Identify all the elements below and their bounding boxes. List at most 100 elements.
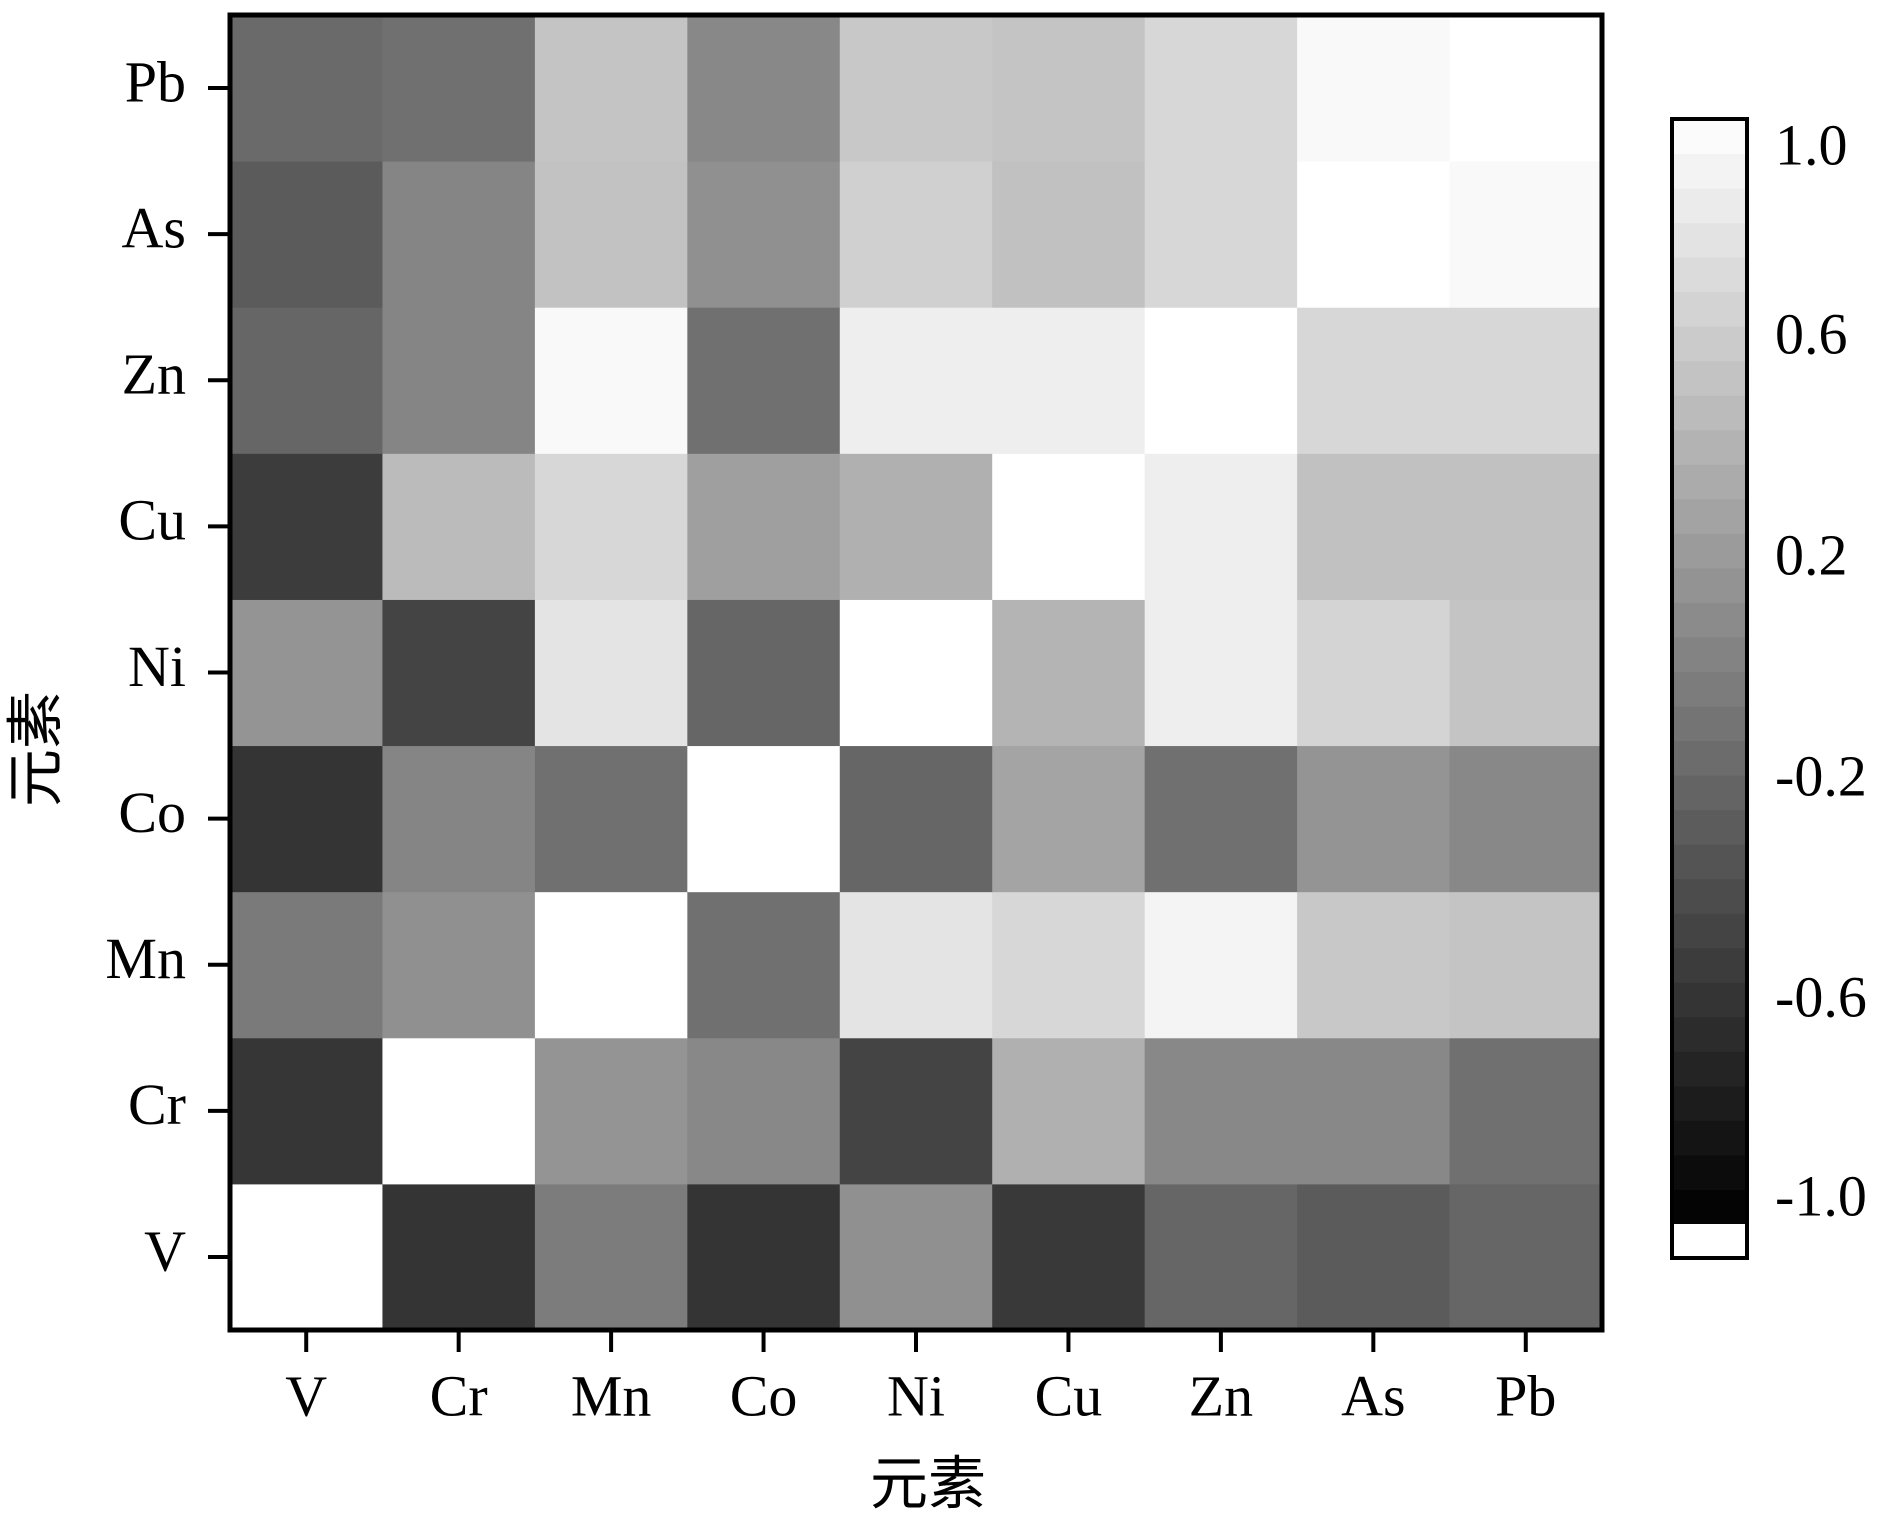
colorbar-extra-cell [1672, 1224, 1747, 1258]
heatmap-cell [992, 15, 1146, 162]
colorbar-tick-label: -1.0 [1775, 1163, 1867, 1228]
heatmap-cell [534, 599, 688, 747]
heatmap-cell [1297, 161, 1451, 308]
x-tick-label: V [285, 1363, 327, 1428]
heatmap-cell [839, 891, 993, 1039]
colorbar-step [1672, 533, 1747, 569]
colorbar-step [1672, 222, 1747, 258]
heatmap-cell [1144, 15, 1298, 162]
heatmap-cell [1297, 1183, 1451, 1331]
heatmap-cell [992, 1183, 1146, 1331]
heatmap-cell [1449, 15, 1603, 162]
colorbar-step [1672, 1051, 1747, 1087]
heatmap-cell [1297, 745, 1451, 893]
x-tick-label: As [1341, 1363, 1405, 1428]
colorbar-step [1672, 291, 1747, 327]
heatmap-cell [992, 453, 1146, 600]
colorbar-step [1672, 602, 1747, 638]
x-tick-label: Ni [887, 1363, 945, 1428]
heatmap-cell [992, 745, 1146, 893]
y-axis-label: 元素 [3, 691, 68, 807]
colorbar-step [1672, 153, 1747, 189]
heatmap-cell [839, 453, 993, 600]
heatmap-cell [687, 891, 841, 1039]
heatmap-cell [1297, 891, 1451, 1039]
colorbar-step [1672, 464, 1747, 500]
heatmap-cell [1297, 1037, 1451, 1185]
colorbar-tick-label: -0.2 [1775, 743, 1867, 808]
y-tick-label: Mn [105, 926, 186, 991]
y-tick-label: Ni [128, 634, 186, 699]
y-tick-label: Zn [122, 342, 186, 407]
colorbar-step [1672, 844, 1747, 880]
colorbar-step [1672, 326, 1747, 362]
colorbar-step [1672, 119, 1747, 155]
heatmap-cell [1144, 891, 1298, 1039]
heatmap-cell [1297, 599, 1451, 747]
heatmap-cell [230, 307, 383, 454]
x-tick-label: Pb [1495, 1363, 1556, 1428]
heatmap-cell [382, 745, 536, 893]
heatmap-cell [534, 161, 688, 308]
heatmap-cell [1449, 307, 1603, 454]
colorbar-step [1672, 498, 1747, 534]
heatmap-cell [839, 15, 993, 162]
heatmap-cell [534, 1037, 688, 1185]
heatmap-cell [687, 745, 841, 893]
heatmap-cell [687, 161, 841, 308]
colorbar-tick-label: 1.0 [1775, 112, 1848, 177]
colorbar-step [1672, 982, 1747, 1018]
heatmap-cell [382, 15, 536, 162]
colorbar-frame [1670, 117, 1749, 1260]
heatmap-cell [992, 891, 1146, 1039]
colorbar-step [1672, 567, 1747, 603]
heatmap-cell [839, 307, 993, 454]
heatmap-cell [534, 1183, 688, 1331]
heatmap-cell [1144, 453, 1298, 600]
colorbar-tick-label: 0.2 [1775, 522, 1848, 587]
heatmap-cell [1449, 161, 1603, 308]
heatmap-cell [992, 161, 1146, 308]
heatmap-cell [687, 453, 841, 600]
x-axis-label: 元素 [870, 1451, 986, 1516]
x-tick-label: Zn [1189, 1363, 1253, 1428]
colorbar-tick-label: 0.6 [1775, 301, 1848, 366]
colorbar-step [1672, 740, 1747, 776]
heatmap-cell [992, 1037, 1146, 1185]
heatmap-cell [1297, 453, 1451, 600]
y-tick-label: Cr [128, 1072, 186, 1137]
heatmap-cell [1449, 453, 1603, 600]
heatmap-cell [534, 891, 688, 1039]
heatmap-cell [230, 891, 383, 1039]
heatmap-cell [1144, 1183, 1298, 1331]
colorbar-tick-label: -0.6 [1775, 964, 1867, 1029]
heatmap-cell [230, 453, 383, 600]
heatmap-cell [534, 15, 688, 162]
heatmap-cell [382, 307, 536, 454]
colorbar-step [1672, 1120, 1747, 1156]
colorbar-step [1672, 809, 1747, 845]
y-tick-label: Pb [125, 49, 186, 114]
heatmap-cell [382, 1037, 536, 1185]
heatmap-cell [382, 161, 536, 308]
colorbar-step [1672, 1189, 1747, 1225]
heatmap-cell [534, 453, 688, 600]
heatmap-cell [230, 1183, 383, 1331]
colorbar-step [1672, 775, 1747, 811]
x-tick-label: Cr [430, 1363, 488, 1428]
heatmap-cell [382, 1183, 536, 1331]
heatmap-cell [687, 599, 841, 747]
heatmap-cell [1449, 745, 1603, 893]
colorbar-step [1672, 1085, 1747, 1121]
heatmap-cell [1144, 745, 1298, 893]
heatmap-cell [992, 307, 1146, 454]
heatmap-cell [230, 161, 383, 308]
heatmap-cell [687, 307, 841, 454]
heatmap-cell [839, 161, 993, 308]
heatmap-cell [1449, 891, 1603, 1039]
heatmap-cell [1449, 1183, 1603, 1331]
y-tick-label: Co [118, 780, 186, 845]
heatmap-cell [382, 453, 536, 600]
heatmap-cell [1449, 599, 1603, 747]
heatmap-cell [1297, 307, 1451, 454]
